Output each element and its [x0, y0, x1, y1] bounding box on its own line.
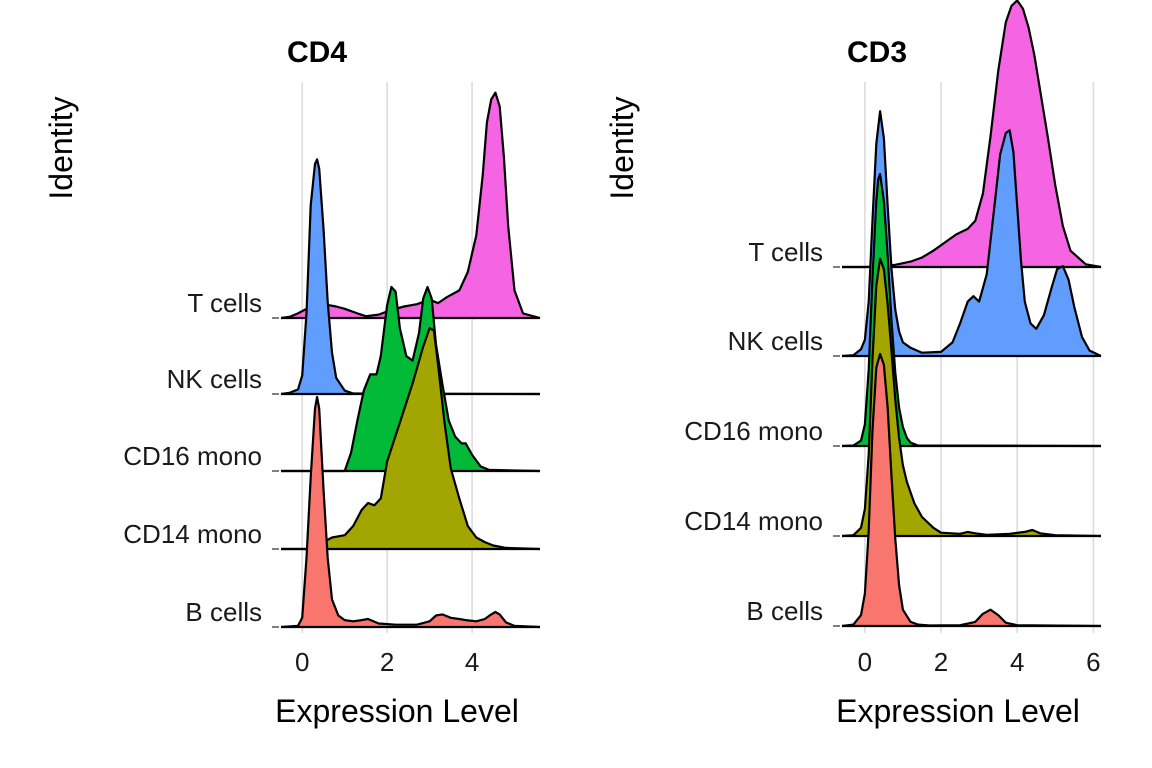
ridge-outline [281, 285, 541, 473]
y-category-label: CD14 mono [684, 506, 823, 536]
ridge-outline [841, 257, 1102, 538]
ridge-area [842, 174, 1101, 446]
ridges [841, 0, 1102, 628]
panel-cd4: CD4 B cells CD14 mono CD16 mono NK cells T c… [43, 36, 541, 729]
y-category-label: T cells [187, 288, 262, 318]
x-tick-labels: 0 2 4 6 [858, 647, 1101, 677]
y-category-label: CD14 mono [123, 519, 262, 549]
y-axis-title: Identity [43, 96, 79, 199]
y-category-label: CD16 mono [684, 416, 823, 446]
x-tick-label: 0 [295, 647, 309, 677]
y-category-label: T cells [748, 237, 823, 267]
y-category-label: B cells [185, 597, 262, 627]
ridge-outline [841, 172, 1102, 448]
ridge-area [281, 328, 540, 549]
grid [864, 82, 1095, 633]
ridge-outline [841, 110, 1102, 358]
ridge-area [842, 258, 1101, 536]
y-category-label: NK cells [728, 326, 823, 356]
x-tick-label: 6 [1086, 647, 1100, 677]
x-tick-label: 4 [465, 647, 479, 677]
y-category-label: NK cells [167, 364, 262, 394]
x-tick-label: 2 [380, 647, 394, 677]
panel-title: CD4 [287, 36, 347, 69]
panel-cd3: CD3 B cells CD14 mono CD16 mono NK cells T c… [604, 0, 1102, 729]
panel-title: CD3 [847, 36, 907, 69]
ridge-outline [841, 352, 1102, 628]
ridge-area [281, 287, 540, 471]
ridge-outline [280, 395, 541, 629]
x-tick-label: 4 [1010, 647, 1024, 677]
category-labels: B cells CD14 mono CD16 mono NK cells T cells [123, 288, 279, 628]
y-category-label: B cells [746, 596, 823, 626]
x-tick-label: 2 [934, 647, 948, 677]
ridge-b-cells [280, 395, 541, 629]
ridge-b-cells [841, 352, 1102, 628]
ridge-area [842, 111, 1101, 356]
y-category-label: CD16 mono [123, 441, 262, 471]
x-axis-title: Expression Level [836, 693, 1080, 729]
ridge-area [842, 354, 1101, 626]
x-axis-title: Expression Level [275, 693, 519, 729]
x-tick-labels: 0 2 4 [295, 647, 479, 677]
ridge-area [281, 159, 540, 394]
ridge-outline [280, 158, 541, 396]
ridge-outline [281, 327, 541, 551]
x-tick-label: 0 [858, 647, 872, 677]
category-labels: B cells CD14 mono CD16 mono NK cells T cells [684, 237, 840, 627]
y-axis-title: Identity [604, 96, 640, 199]
ridge-area [281, 397, 540, 627]
ridge-outline [842, 0, 1102, 269]
ridge-area [281, 92, 540, 318]
ridges [280, 91, 541, 629]
